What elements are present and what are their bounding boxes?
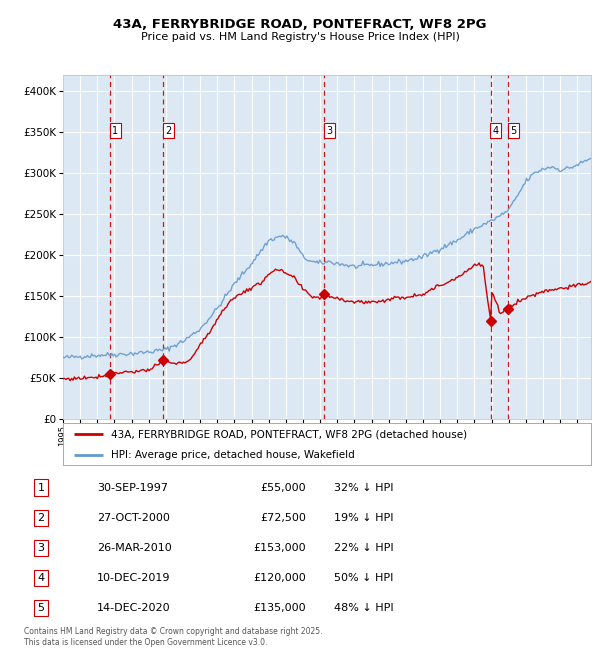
Text: 4: 4 bbox=[37, 573, 44, 583]
Text: Contains HM Land Registry data © Crown copyright and database right 2025.
This d: Contains HM Land Registry data © Crown c… bbox=[24, 627, 323, 647]
Text: 5: 5 bbox=[510, 125, 517, 136]
Text: 27-OCT-2000: 27-OCT-2000 bbox=[97, 513, 170, 523]
Text: 50% ↓ HPI: 50% ↓ HPI bbox=[334, 573, 394, 583]
Text: 1: 1 bbox=[37, 482, 44, 493]
Text: 4: 4 bbox=[493, 125, 499, 136]
Text: 30-SEP-1997: 30-SEP-1997 bbox=[97, 482, 169, 493]
Text: £55,000: £55,000 bbox=[260, 482, 306, 493]
Text: 14-DEC-2020: 14-DEC-2020 bbox=[97, 603, 171, 613]
Text: £120,000: £120,000 bbox=[253, 573, 306, 583]
Text: 22% ↓ HPI: 22% ↓ HPI bbox=[334, 543, 394, 553]
Text: 32% ↓ HPI: 32% ↓ HPI bbox=[334, 482, 394, 493]
Text: 3: 3 bbox=[37, 543, 44, 553]
Text: 43A, FERRYBRIDGE ROAD, PONTEFRACT, WF8 2PG: 43A, FERRYBRIDGE ROAD, PONTEFRACT, WF8 2… bbox=[113, 18, 487, 31]
Text: Price paid vs. HM Land Registry's House Price Index (HPI): Price paid vs. HM Land Registry's House … bbox=[140, 32, 460, 42]
Text: 2: 2 bbox=[37, 513, 44, 523]
Text: 1: 1 bbox=[112, 125, 118, 136]
Text: 10-DEC-2019: 10-DEC-2019 bbox=[97, 573, 171, 583]
Text: HPI: Average price, detached house, Wakefield: HPI: Average price, detached house, Wake… bbox=[110, 450, 354, 460]
Text: £72,500: £72,500 bbox=[260, 513, 306, 523]
Text: £153,000: £153,000 bbox=[253, 543, 306, 553]
Text: £135,000: £135,000 bbox=[253, 603, 306, 613]
Text: 43A, FERRYBRIDGE ROAD, PONTEFRACT, WF8 2PG (detached house): 43A, FERRYBRIDGE ROAD, PONTEFRACT, WF8 2… bbox=[110, 430, 467, 439]
Text: 2: 2 bbox=[165, 125, 171, 136]
Text: 48% ↓ HPI: 48% ↓ HPI bbox=[334, 603, 394, 613]
Text: 19% ↓ HPI: 19% ↓ HPI bbox=[334, 513, 394, 523]
Text: 26-MAR-2010: 26-MAR-2010 bbox=[97, 543, 172, 553]
Text: 5: 5 bbox=[37, 603, 44, 613]
Text: 3: 3 bbox=[326, 125, 332, 136]
